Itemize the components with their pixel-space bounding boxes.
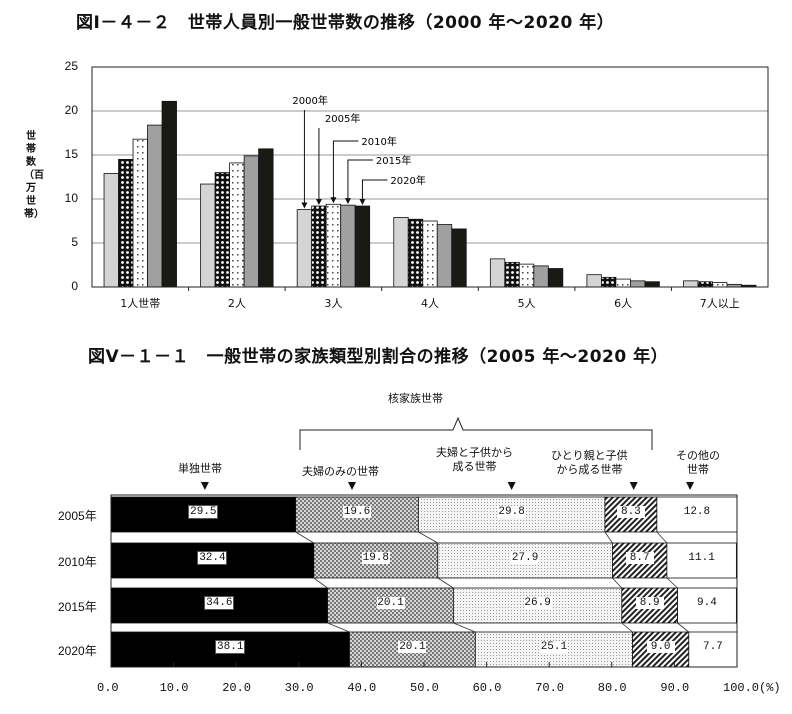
x-tick-label: 50.0 bbox=[410, 681, 439, 695]
label-couple-only: 夫婦のみの世帯 bbox=[302, 465, 379, 478]
category-label: 5人 bbox=[517, 297, 536, 310]
svg-text:2015年: 2015年 bbox=[376, 154, 411, 167]
svg-text:2020年: 2020年 bbox=[390, 174, 425, 187]
label-other: その他の 世帯 bbox=[676, 449, 720, 476]
svg-text:2010年: 2010年 bbox=[361, 135, 396, 148]
segment-value: 25.1 bbox=[539, 641, 568, 653]
segment-value: 9.4 bbox=[697, 597, 717, 609]
x-tick-label: 100.0(%) bbox=[723, 681, 781, 695]
y-tick-label: 15 bbox=[64, 147, 78, 161]
x-tick-label: 0.0 bbox=[97, 681, 119, 695]
category-label: 7人以上 bbox=[699, 297, 740, 310]
segment-value: 34.6 bbox=[204, 596, 235, 610]
svg-text:2005年: 2005年 bbox=[325, 112, 360, 125]
y-tick-label: 20 bbox=[64, 103, 78, 117]
segment-value: 8.3 bbox=[616, 506, 645, 518]
x-tick-label: 70.0 bbox=[535, 681, 564, 695]
row-label: 2020年 bbox=[58, 644, 97, 658]
x-tick-label: 30.0 bbox=[284, 681, 314, 695]
segment-value: 11.1 bbox=[688, 552, 715, 564]
segment-value: 20.1 bbox=[398, 641, 427, 653]
y-tick-label: 5 bbox=[71, 235, 78, 249]
x-tick-label: 40.0 bbox=[347, 681, 377, 695]
segment-value: 8.7 bbox=[625, 552, 654, 564]
chart1-title: 図Ⅰ－４－２ 世帯人員別一般世帯数の推移（2000 年～2020 年） bbox=[76, 13, 615, 33]
category-label: 1人世帯 bbox=[120, 297, 161, 310]
x-tick-label: 90.0 bbox=[660, 681, 690, 695]
category-label: 4人 bbox=[420, 297, 439, 310]
segment-value: 19.8 bbox=[361, 552, 390, 564]
segment-value: 7.7 bbox=[702, 641, 723, 653]
y-tick-label: 25 bbox=[64, 59, 78, 73]
segment-value: 12.8 bbox=[683, 506, 711, 518]
category-label: 3人 bbox=[324, 297, 343, 310]
segment-value: 8.9 bbox=[635, 597, 664, 609]
category-label: 6人 bbox=[614, 297, 633, 310]
nuclear-family-bracket bbox=[299, 416, 653, 450]
x-tick-label: 80.0 bbox=[597, 681, 627, 695]
category-label: 2人 bbox=[227, 297, 246, 310]
x-tick-label: 60.0 bbox=[472, 681, 502, 695]
label-couple-children: 夫婦と子供から 成る世帯 bbox=[436, 446, 513, 473]
label-single-parent: ひとり親と子供 から成る世帯 bbox=[551, 449, 628, 476]
row-label: 2005年 bbox=[58, 509, 97, 523]
segment-value: 29.5 bbox=[188, 505, 219, 519]
segment-value: 29.8 bbox=[497, 506, 526, 518]
svg-text:2000年: 2000年 bbox=[292, 94, 327, 107]
x-tick-label: 20.0 bbox=[222, 681, 251, 695]
segment-value: 27.9 bbox=[511, 552, 540, 564]
x-tick-label: 10.0 bbox=[159, 681, 189, 695]
segment-value: 9.0 bbox=[646, 641, 675, 653]
chart1-y-axis-label: 世帯数（百万世帯） bbox=[24, 131, 44, 220]
label-single-household: 単独世帯 bbox=[178, 462, 222, 475]
row-label: 2010年 bbox=[58, 555, 97, 569]
segment-value: 19.6 bbox=[343, 506, 372, 518]
y-tick-label: 10 bbox=[64, 191, 78, 205]
nuclear-family-label: 核家族世帯 bbox=[388, 392, 443, 405]
y-tick-label: 0 bbox=[71, 279, 78, 293]
segment-value: 20.1 bbox=[376, 597, 405, 609]
segment-value: 32.4 bbox=[197, 551, 228, 565]
segment-value: 26.9 bbox=[523, 597, 552, 609]
segment-value: 38.1 bbox=[215, 640, 246, 654]
row-label: 2015年 bbox=[58, 600, 97, 614]
chart2-title: 図Ⅴ－１－１ 一般世帯の家族類型別割合の推移（2005 年～2020 年） bbox=[88, 347, 669, 367]
